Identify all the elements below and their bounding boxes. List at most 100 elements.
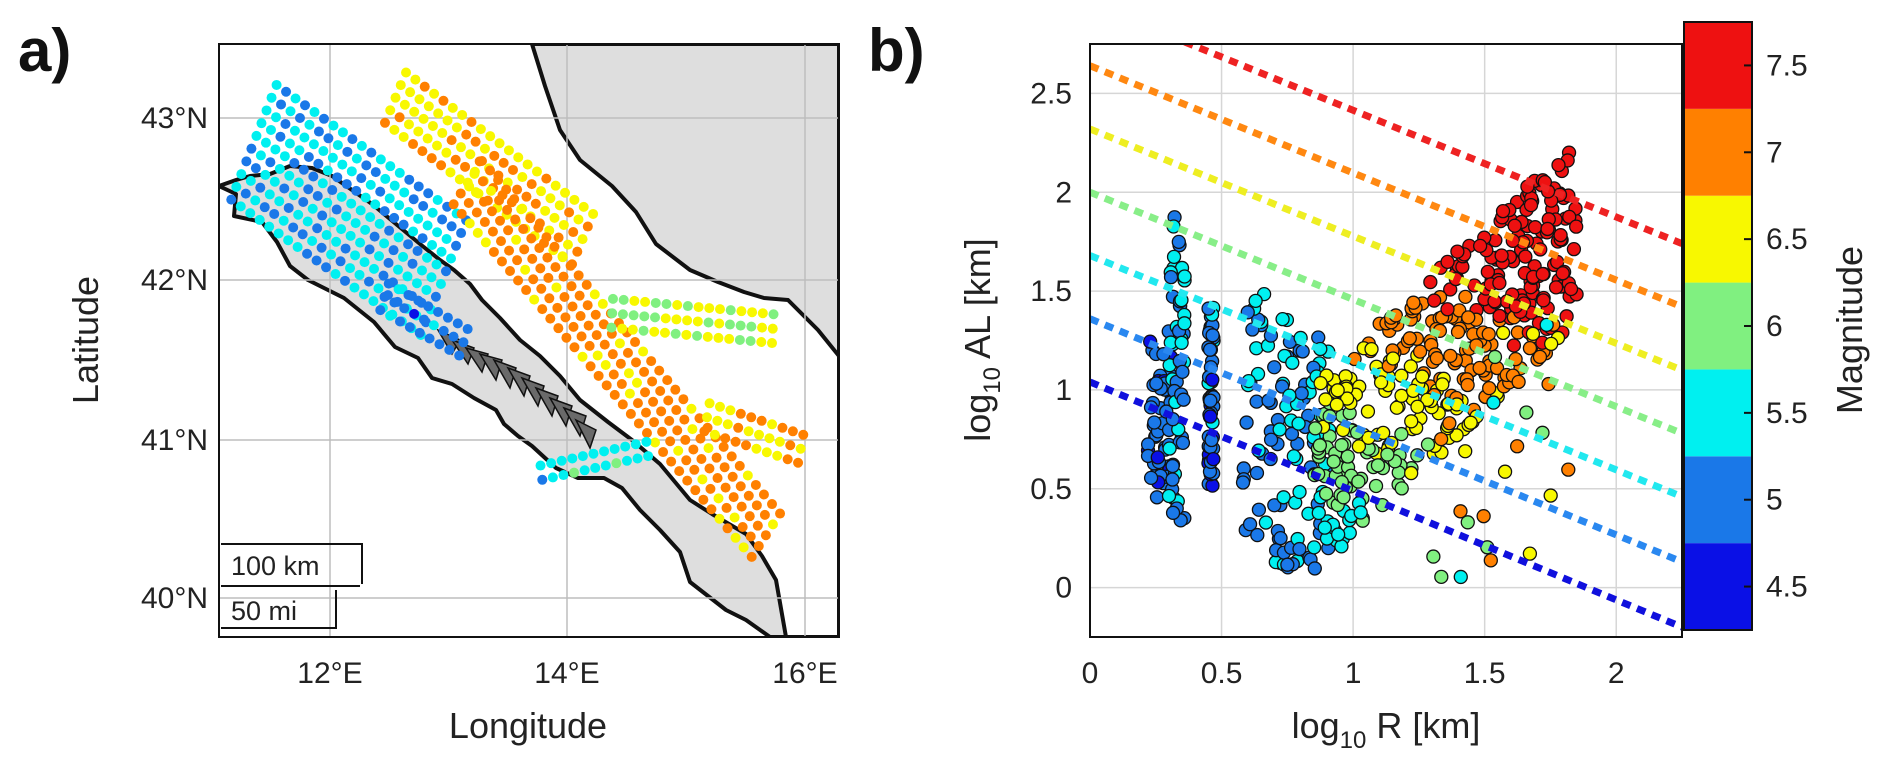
map-point (476, 155, 487, 166)
map-point (326, 217, 337, 228)
data-point (1165, 472, 1180, 487)
data-point (1175, 435, 1191, 451)
map-point (270, 144, 281, 155)
map-point (365, 212, 376, 223)
colorbar-bin (1684, 195, 1752, 283)
map-point (432, 195, 443, 206)
map-point (541, 232, 552, 243)
map-point (772, 450, 783, 461)
map-point (366, 147, 377, 158)
map-point (255, 182, 266, 193)
map-point (553, 232, 564, 243)
scatter-ytick-label: 1 (1055, 374, 1072, 407)
map-point (298, 196, 309, 207)
map-point (326, 249, 337, 260)
map-point (475, 124, 486, 135)
map-point (494, 195, 505, 206)
map-point (250, 195, 261, 206)
map-point (422, 220, 433, 231)
map-point (441, 234, 452, 245)
map-point (374, 218, 385, 229)
map-point (690, 485, 701, 496)
data-point (1525, 326, 1541, 341)
map-point (641, 427, 652, 438)
map-point (751, 500, 762, 511)
map-point (521, 285, 532, 296)
map-point (383, 257, 394, 268)
map-point (592, 350, 603, 361)
map-point (393, 264, 404, 275)
map-point (307, 236, 318, 247)
map-point (389, 297, 400, 308)
map-point (404, 322, 415, 333)
colorbar-tick-label: 5 (1766, 484, 1783, 517)
map-point (646, 356, 657, 367)
map-point (673, 445, 684, 456)
map-point (569, 342, 580, 353)
map-point (639, 311, 650, 322)
map-point (738, 542, 749, 553)
map-point (722, 419, 733, 430)
map-point (793, 457, 804, 468)
map-point (271, 79, 282, 90)
map-point (408, 194, 419, 205)
map-point (630, 337, 641, 348)
data-point (1272, 422, 1287, 437)
map-point (680, 434, 691, 445)
map-point (681, 329, 692, 340)
data-point (1481, 327, 1496, 342)
map-point (546, 458, 557, 469)
map-point (582, 300, 593, 311)
map-point (746, 551, 757, 562)
map-point (288, 190, 299, 201)
map-point (255, 150, 266, 161)
map-point (625, 408, 636, 419)
map-point (650, 297, 661, 308)
data-point (1472, 360, 1487, 376)
map-point (508, 164, 519, 175)
data-point (1453, 504, 1468, 519)
map-point (666, 456, 677, 467)
map-point (697, 474, 708, 485)
map-ytick-40: 40°N (141, 582, 208, 615)
data-point (1370, 458, 1386, 473)
map-point (704, 398, 715, 409)
map-point (512, 184, 523, 195)
map-point (379, 291, 390, 302)
map-point (687, 424, 698, 435)
map-point (274, 163, 285, 174)
reference-line-m7 (1090, 62, 1682, 311)
map-point (323, 133, 334, 144)
map-point (288, 222, 299, 233)
map-point (447, 102, 458, 113)
data-point (1318, 486, 1334, 501)
map-point (569, 467, 580, 478)
data-point (1394, 481, 1409, 496)
map-point (556, 455, 567, 466)
map-point (608, 369, 619, 380)
map-point (540, 205, 551, 216)
data-point (1292, 484, 1307, 500)
map-point (354, 269, 365, 280)
data-point (1562, 209, 1577, 225)
map-point (422, 252, 433, 263)
map-point (385, 161, 396, 172)
map-point (534, 243, 545, 254)
map-point (412, 245, 423, 256)
data-point (1351, 439, 1367, 454)
map-point (725, 405, 736, 416)
map-point (526, 179, 537, 190)
map-xlabel: Longitude (449, 705, 607, 746)
map-point (331, 204, 342, 215)
map-point (399, 303, 410, 314)
map-point (696, 453, 707, 464)
map-point (743, 490, 754, 501)
data-point (1476, 509, 1491, 524)
map-point (431, 259, 442, 270)
map-point (405, 87, 416, 98)
map-point (292, 241, 303, 252)
map-point (627, 324, 638, 335)
map-point (650, 312, 661, 323)
map-point (647, 376, 658, 387)
map-point (618, 294, 629, 305)
